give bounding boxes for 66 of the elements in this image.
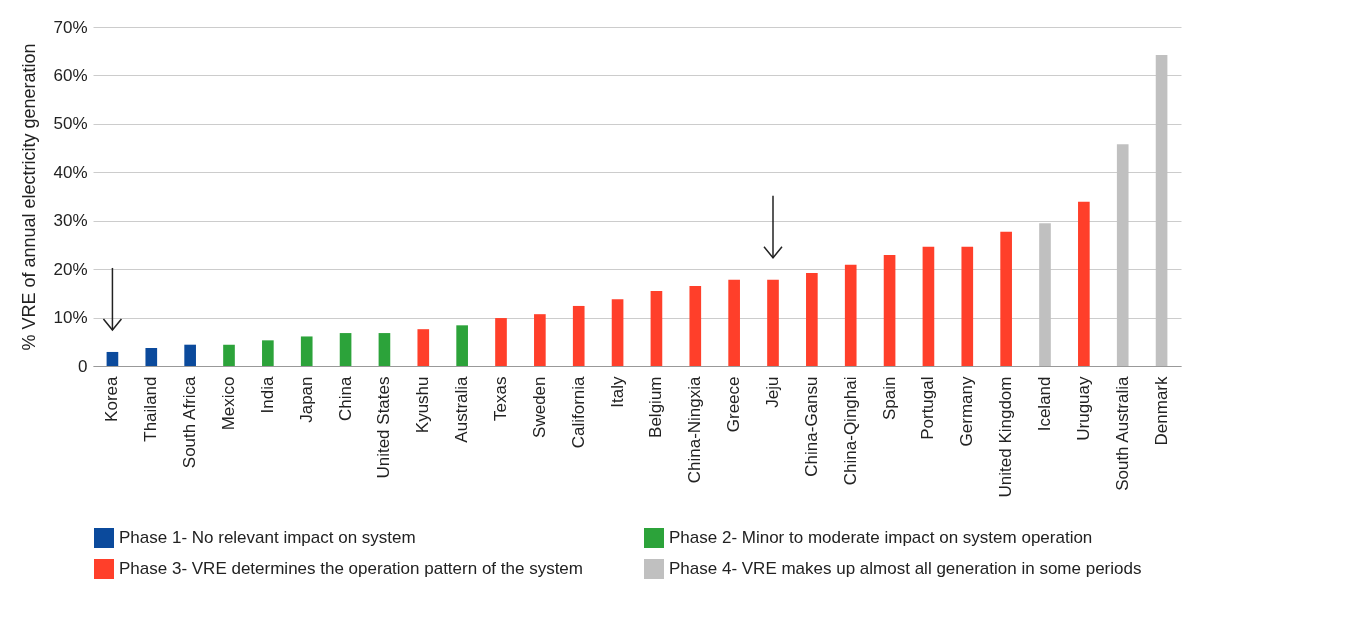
x-tick-label: Germany xyxy=(957,376,977,447)
bar xyxy=(611,299,624,366)
x-tick-label: China-Qinghai xyxy=(840,376,860,486)
x-tick-label: South Australia xyxy=(1112,375,1132,491)
bar xyxy=(806,273,818,366)
x-tick-label: China xyxy=(335,375,355,421)
y-tick-label: 0 xyxy=(78,356,88,376)
x-tick-label: United Kingdom xyxy=(996,376,1016,498)
bar xyxy=(922,246,935,366)
x-tick-label: United States xyxy=(374,376,394,479)
y-tick-label: 10% xyxy=(53,308,88,328)
x-tick-label: Portugal xyxy=(918,376,938,440)
bar xyxy=(184,344,196,366)
bar xyxy=(650,290,663,366)
bar xyxy=(223,344,235,366)
x-tick-label: India xyxy=(257,375,277,414)
x-tick-label: Greece xyxy=(724,376,744,433)
x-tick-label: Belgium xyxy=(646,376,666,438)
x-tick-label: Spain xyxy=(879,376,899,420)
x-tick-label: Iceland xyxy=(1035,376,1054,432)
legend-label: Phase 1- No relevant impact on system xyxy=(119,528,416,547)
bar xyxy=(417,329,430,366)
y-tick-label: 50% xyxy=(53,114,88,134)
bar xyxy=(1078,201,1090,366)
x-tick-label: China-Ningxia xyxy=(685,375,705,484)
y-axis-title: % VRE of annual electricity generation xyxy=(19,43,40,351)
bar xyxy=(339,333,352,366)
x-tick-label: California xyxy=(568,375,588,449)
x-tick-label: Jeju xyxy=(763,376,782,408)
bar xyxy=(145,348,158,366)
x-tick-label: Kyushu xyxy=(413,376,433,434)
y-tick-label: 20% xyxy=(53,259,88,279)
legend-label: Phase 2- Minor to moderate impact on system operation xyxy=(669,528,1093,547)
x-tick-label: Texas xyxy=(491,376,510,421)
bar xyxy=(378,333,391,366)
x-tick-label: South Africa xyxy=(180,375,200,469)
x-tick-label: Sweden xyxy=(529,376,549,438)
x-tick-label: Japan xyxy=(296,376,316,423)
x-tick-label: Mexico xyxy=(219,376,238,431)
bar xyxy=(961,246,974,366)
bar xyxy=(572,305,585,366)
bar xyxy=(456,325,468,366)
bar xyxy=(300,336,313,366)
bar xyxy=(495,318,507,366)
y-tick-label: 30% xyxy=(53,211,88,231)
x-tick-label: Australia xyxy=(452,375,472,443)
legend-label: Phase 4- VRE makes up almost all generation in some periods xyxy=(669,559,1142,578)
y-tick-label: 70% xyxy=(53,17,88,37)
bar xyxy=(106,351,119,366)
x-tick-label: Korea xyxy=(102,375,122,422)
x-tick-label: Thailand xyxy=(141,376,161,442)
x-tick-label: Italy xyxy=(607,376,627,408)
y-tick-label: 40% xyxy=(53,162,88,182)
bar xyxy=(767,279,779,366)
x-tick-label: Uruguay xyxy=(1073,376,1093,441)
bar xyxy=(883,255,896,366)
y-tick-label: 60% xyxy=(53,65,88,85)
x-tick-label: Denmark xyxy=(1151,376,1171,446)
bar xyxy=(262,340,274,366)
legend-label: Phase 3- VRE determines the operation pattern of the system xyxy=(119,559,583,578)
bar xyxy=(534,314,546,366)
bar xyxy=(1000,231,1012,366)
bar xyxy=(689,286,702,366)
bar xyxy=(728,279,740,366)
x-tick-label: China-Gansu xyxy=(801,376,821,477)
bar xyxy=(844,264,857,366)
